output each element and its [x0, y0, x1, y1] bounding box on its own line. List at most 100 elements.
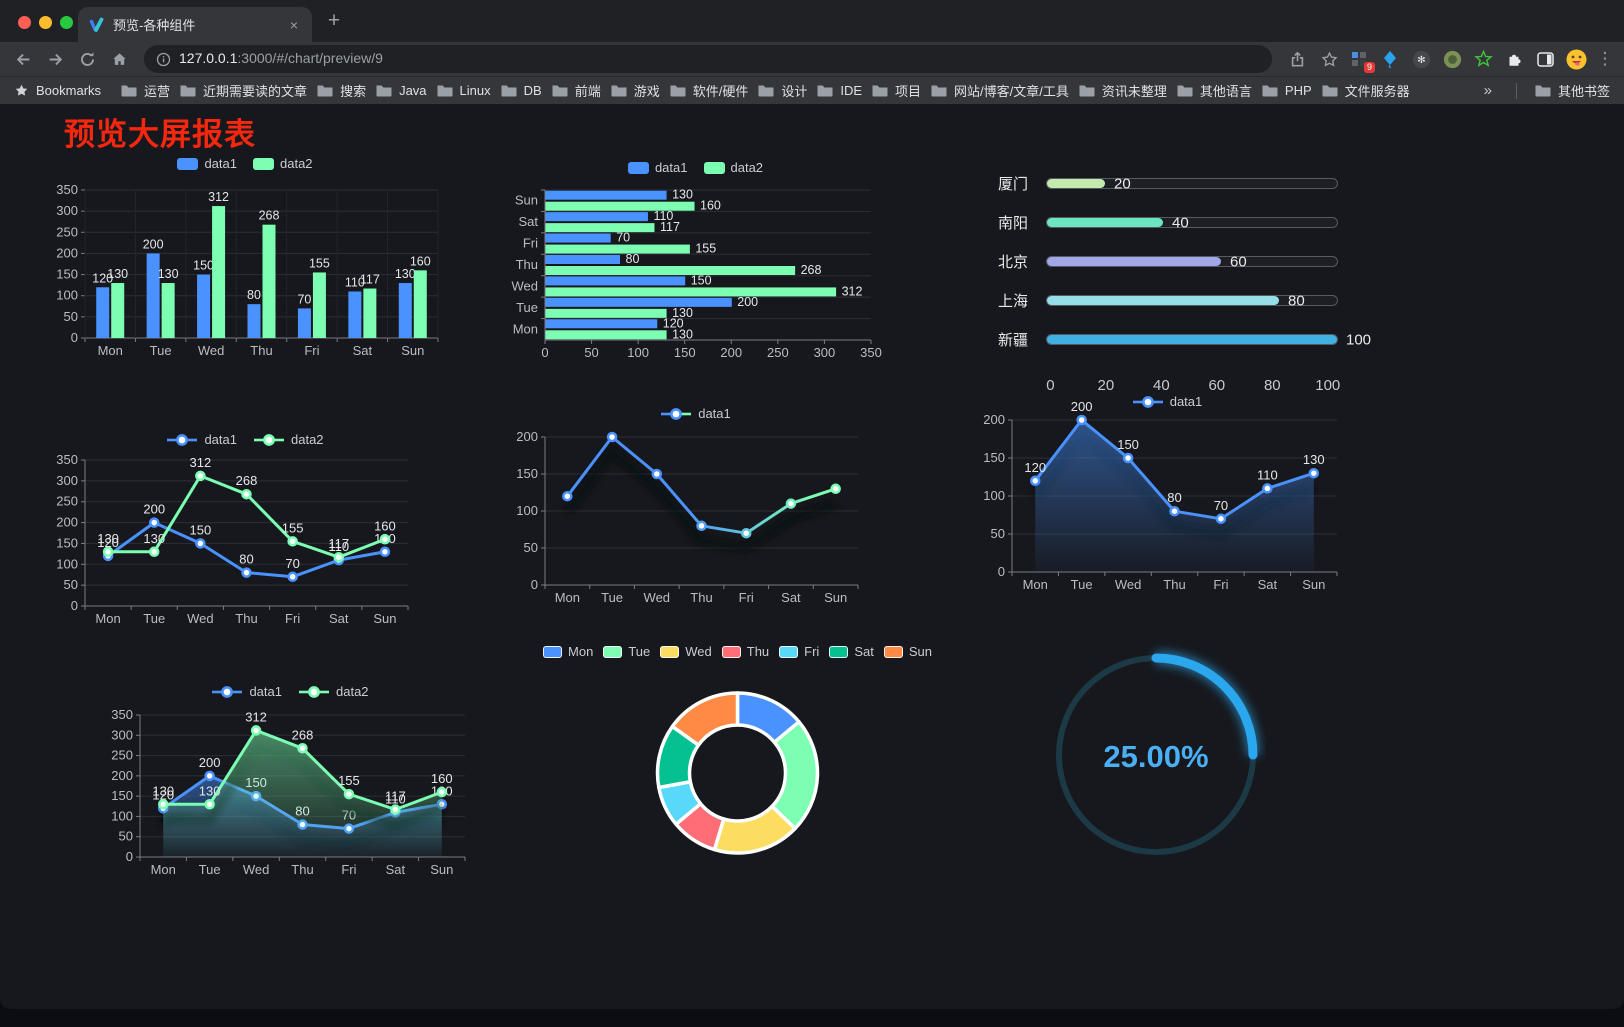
back-button[interactable] [10, 46, 36, 72]
bar-data1[interactable] [545, 297, 732, 307]
bar-data2[interactable] [312, 272, 326, 338]
marker-data2[interactable] [287, 536, 298, 547]
ext-grid-icon[interactable]: 9 [1348, 48, 1375, 73]
legend-item[interactable]: Tue [603, 644, 650, 659]
bar-data2[interactable] [363, 288, 377, 338]
marker-data1[interactable] [1308, 467, 1320, 479]
marker-data1[interactable] [830, 483, 841, 495]
bar-data1[interactable] [247, 304, 261, 338]
progress-track[interactable]: 20 [1046, 175, 1338, 192]
bookmarks-overflow-chevron[interactable]: » [1483, 82, 1492, 99]
bookmark-folder[interactable]: 项目 [872, 81, 921, 100]
marker-data2[interactable] [204, 799, 215, 810]
bar-data1[interactable] [348, 291, 362, 338]
marker-data1[interactable] [204, 770, 215, 782]
extensions-puzzle-icon[interactable] [1503, 48, 1525, 70]
minimize-window-button[interactable] [39, 16, 52, 29]
bookmark-folder[interactable]: IDE [817, 83, 862, 98]
bookmark-folder[interactable]: 其他语言 [1177, 81, 1252, 100]
legend-item[interactable]: Sun [883, 644, 932, 659]
ext-dark-circle-icon[interactable]: ✻ [1410, 48, 1432, 70]
marker-data2[interactable] [102, 546, 114, 558]
ext-green-star-icon[interactable] [1472, 48, 1494, 70]
bookmark-folder[interactable]: 软件/硬件 [670, 81, 748, 100]
progress-track[interactable]: 80 [1046, 292, 1338, 309]
progress-track[interactable]: 40 [1046, 214, 1338, 231]
marker-data2[interactable] [436, 786, 448, 798]
profile-avatar[interactable] [1565, 48, 1587, 70]
bookmarks-manager[interactable]: Bookmarks [14, 83, 101, 98]
new-tab-button[interactable]: + [327, 9, 341, 32]
legend-item[interactable]: Wed [660, 644, 712, 659]
progress-track[interactable]: 60 [1046, 253, 1338, 270]
bar-data1[interactable] [545, 212, 648, 222]
marker-data1[interactable] [1169, 505, 1180, 517]
bar-data1[interactable] [545, 255, 621, 264]
marker-data2[interactable] [333, 551, 345, 563]
tab-close-icon[interactable]: × [289, 16, 299, 33]
bookmark-folder[interactable]: Linux [437, 83, 491, 98]
pie-slice-Sun[interactable] [670, 691, 740, 747]
legend-item[interactable]: data2 [298, 684, 369, 699]
marker-data2[interactable] [379, 534, 391, 545]
address-bar[interactable]: 127.0.0.1:3000/#/chart/preview/9 [144, 45, 1272, 73]
bar-data1[interactable] [545, 233, 611, 243]
bar-data2[interactable] [161, 283, 175, 338]
legend-item[interactable]: data2 [253, 432, 324, 447]
marker-data1[interactable] [606, 431, 618, 443]
bar-data1[interactable] [96, 287, 110, 338]
ext-olive-circle-icon[interactable] [1441, 48, 1463, 70]
marker-data1[interactable] [651, 468, 663, 480]
marker-data1[interactable] [1215, 513, 1227, 525]
legend-item[interactable]: data2 [703, 160, 763, 175]
legend-item[interactable]: Thu [721, 644, 769, 659]
marker-data1[interactable] [195, 538, 206, 549]
legend-item[interactable]: data1 [660, 406, 731, 421]
bar-data2[interactable] [545, 308, 667, 318]
marker-data1[interactable] [1122, 452, 1134, 464]
side-panel-icon[interactable] [1534, 48, 1556, 70]
marker-data1[interactable] [785, 498, 797, 509]
marker-data2[interactable] [148, 546, 160, 558]
bar-data1[interactable] [545, 190, 667, 200]
bar-data1[interactable] [398, 283, 412, 338]
bar-data1[interactable] [197, 274, 211, 338]
marker-data1[interactable] [696, 520, 707, 532]
bookmark-folder[interactable]: DB [501, 83, 542, 98]
legend-item[interactable]: data2 [253, 156, 313, 171]
marker-data1[interactable] [148, 517, 160, 528]
bar-data1[interactable] [297, 308, 311, 338]
legend-item[interactable]: data1 [177, 156, 237, 171]
bookmark-folder[interactable]: Java [376, 83, 427, 98]
legend-item[interactable]: Sat [829, 644, 874, 659]
marker-data1[interactable] [241, 567, 252, 578]
bar-data2[interactable] [545, 244, 690, 254]
bookmark-folder[interactable]: 游戏 [611, 81, 660, 100]
home-button[interactable] [106, 46, 132, 72]
bookmark-folder[interactable]: 网站/博客/文章/工具 [931, 81, 1069, 100]
site-info-icon[interactable] [156, 52, 171, 67]
legend-item[interactable]: data1 [627, 160, 688, 175]
marker-data2[interactable] [343, 788, 355, 800]
marker-data1[interactable] [1262, 483, 1273, 494]
bookmark-folder[interactable]: PHP [1262, 83, 1312, 98]
bar-data2[interactable] [545, 201, 695, 211]
bookmark-folder[interactable]: 文件服务器 [1322, 81, 1410, 100]
bookmark-folder[interactable]: 搜索 [317, 81, 366, 100]
legend-item[interactable]: data1 [1132, 394, 1202, 409]
bar-data2[interactable] [212, 206, 226, 338]
browser-tab[interactable]: 预览-各种组件 × [78, 7, 312, 42]
bar-data1[interactable] [545, 319, 658, 329]
bar-data2[interactable] [545, 287, 837, 297]
marker-data1[interactable] [1029, 475, 1041, 487]
other-bookmarks-folder[interactable]: 其他书签 [1535, 81, 1610, 100]
bar-data2[interactable] [111, 283, 125, 338]
marker-data2[interactable] [195, 470, 206, 482]
bookmark-folder[interactable]: 设计 [758, 81, 807, 100]
legend-item[interactable]: data1 [211, 684, 282, 699]
progress-track[interactable]: 100 [1046, 331, 1371, 348]
bookmark-folder[interactable]: 资讯未整理 [1079, 81, 1167, 100]
bar-data2[interactable] [545, 223, 655, 233]
bar-data2[interactable] [545, 330, 667, 340]
bookmark-folder[interactable]: 近期需要读的文章 [180, 81, 307, 100]
